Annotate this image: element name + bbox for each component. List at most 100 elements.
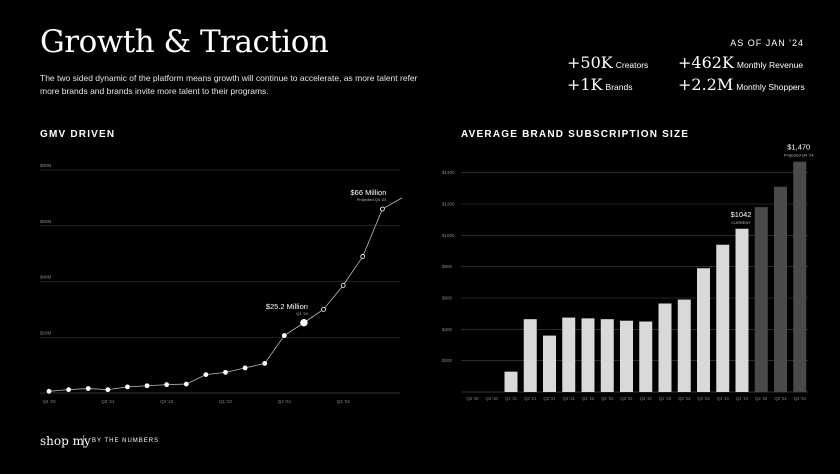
footer-divider <box>83 435 84 448</box>
bar-y-tick-label: $1200 <box>442 202 455 207</box>
bar <box>523 319 537 392</box>
gmv-annotation-label: $66 Million <box>351 188 387 197</box>
gmv-data-point <box>105 387 111 393</box>
bar-y-tick-label: $200 <box>442 358 453 363</box>
stat-monthly-revenue-label: Monthly Revenue <box>736 60 804 70</box>
subscription-chart-title: AVERAGE BRAND SUBSCRIPTION SIZE <box>461 129 690 140</box>
bar <box>774 186 787 392</box>
stat-monthly-shoppers: +2.2M Monthly Shoppers <box>678 75 805 95</box>
bar-x-tick-label: Q1 '21 <box>505 396 518 401</box>
bar <box>677 299 691 392</box>
bar-y-tick-label: $800 <box>442 264 453 269</box>
stat-creators-value: +50K <box>567 53 613 72</box>
bar-x-tick-label: Q1 '22 <box>582 396 595 401</box>
bar-y-tick-label: $1000 <box>442 233 455 238</box>
bar-x-tick-label: Q3 '21 <box>543 396 556 401</box>
bar-annotation-sublabel: Projected Q4 '24 <box>784 153 814 158</box>
gmv-data-point <box>281 333 287 338</box>
bar-x-tick-label: Q2 '23 <box>678 396 691 401</box>
brand-logo: shop my <box>40 434 91 448</box>
bar <box>504 371 518 392</box>
stat-brands: +1K Brands <box>567 75 632 95</box>
gmv-data-point <box>144 383 150 389</box>
stat-monthly-revenue: +462K Monthly Revenue <box>678 53 803 73</box>
stat-creators: +50K Creators <box>567 53 648 73</box>
gmv-y-tick-label: $20M <box>40 330 52 335</box>
gmv-annotation-label: $25.2 Million <box>266 302 308 311</box>
gmv-y-tick-label: $40M <box>40 275 52 280</box>
bar <box>639 321 653 392</box>
bar-annotation-label: $1,470 <box>787 143 810 152</box>
bar <box>697 268 710 392</box>
gmv-data-point <box>183 381 189 387</box>
bar <box>543 335 556 392</box>
stat-monthly-shoppers-value: +2.2M <box>678 75 734 94</box>
page-subtitle: The two sided dynamic of the platform me… <box>40 73 418 96</box>
gmv-data-point <box>46 388 52 394</box>
page-title: Growth & Traction <box>40 24 329 60</box>
bar-x-tick-label: Q2 '21 <box>524 396 537 401</box>
gmv-x-tick-label: Q2 '22 <box>160 399 174 404</box>
gmv-x-tick-label: Q3 '24 <box>337 399 351 404</box>
bar-x-tick-label: Q4 '20 <box>486 396 499 401</box>
bar <box>735 228 749 392</box>
gmv-data-point <box>360 254 366 259</box>
footer-tagline: BY THE NUMBERS <box>92 438 160 444</box>
bar-x-tick-label: Q4 '23 <box>717 396 730 401</box>
gmv-data-point <box>125 384 130 390</box>
gmv-data-point <box>164 382 170 388</box>
bar-x-tick-label: Q2 '22 <box>601 396 614 401</box>
gmv-data-point <box>223 369 228 375</box>
bar <box>581 318 595 392</box>
bar-x-tick-label: Q3 '24 <box>774 396 787 401</box>
bar-x-tick-label: Q3 '22 <box>620 396 633 401</box>
gmv-series-line <box>48 197 403 392</box>
stat-monthly-shoppers-label: Monthly Shoppers <box>736 82 805 92</box>
stat-monthly-revenue-value: +462K <box>678 53 734 72</box>
bar-x-tick-label: Q1 '23 <box>659 396 672 401</box>
bar-x-tick-label: Q4 '22 <box>640 396 653 401</box>
gmv-chart-title: GMV DRIVEN <box>40 129 116 140</box>
stat-creators-label: Creators <box>615 60 649 70</box>
gmv-x-tick-label: Q1 '23 <box>219 399 233 404</box>
gmv-data-point <box>85 386 91 391</box>
bar-x-tick-label: Q4 '24 <box>794 396 807 401</box>
gmv-x-tick-label: Q4 '20 <box>42 399 56 404</box>
gmv-data-point <box>340 283 346 288</box>
gmv-x-tick-label: Q4 '23 <box>278 399 292 404</box>
gmv-annotation-sublabel: Projected Q4 '24 <box>357 197 387 202</box>
subscription-bar-chart: $200 $400 $600 $800 $1000 $1200 $1400 Q3 '20 Q4 … <box>442 143 814 401</box>
bar-annotation-sublabel: CURRENT <box>731 220 751 225</box>
gmv-annotation-sublabel: Q1 '24 <box>296 311 308 316</box>
bar-y-tick-label: $1400 <box>442 170 455 175</box>
gmv-y-tick-label: $60M <box>40 219 52 224</box>
bar <box>754 207 768 392</box>
bar-y-tick-label: $600 <box>442 296 453 301</box>
bar <box>562 317 576 392</box>
gmv-data-point <box>203 372 209 378</box>
as-of-label: AS OF JAN '24 <box>730 38 804 48</box>
gmv-y-tick-label: $80M <box>40 163 52 168</box>
bar-x-tick-label: Q4 '21 <box>563 396 576 401</box>
gmv-data-point <box>66 387 72 393</box>
bar <box>620 320 633 392</box>
stat-brands-label: Brands <box>605 82 633 92</box>
bar <box>793 161 807 392</box>
gmv-data-point <box>321 306 326 312</box>
bar <box>658 303 672 392</box>
bar-x-tick-label: Q2 '24 <box>755 396 768 401</box>
bar-x-tick-label: Q3 '23 <box>697 396 710 401</box>
gmv-data-point <box>300 319 308 327</box>
stat-brands-value: +1K <box>567 75 603 94</box>
bar <box>716 244 730 392</box>
bar-annotation-label: $1042 <box>731 210 752 219</box>
gmv-data-point <box>262 361 268 366</box>
bar-x-tick-label: Q1 '24 <box>736 396 749 401</box>
bar-y-tick-label: $400 <box>442 327 453 332</box>
gmv-x-tick-label: Q2 '21 <box>101 399 115 404</box>
bar <box>600 319 614 392</box>
gmv-data-point <box>379 206 385 212</box>
gmv-data-point <box>242 365 248 371</box>
bar-x-tick-label: Q3 '20 <box>466 396 479 401</box>
gmv-line-chart: $20M $40M $60M $80M Q4 '20 Q2 '21 Q2 '22 Q1 '23… <box>40 163 403 404</box>
